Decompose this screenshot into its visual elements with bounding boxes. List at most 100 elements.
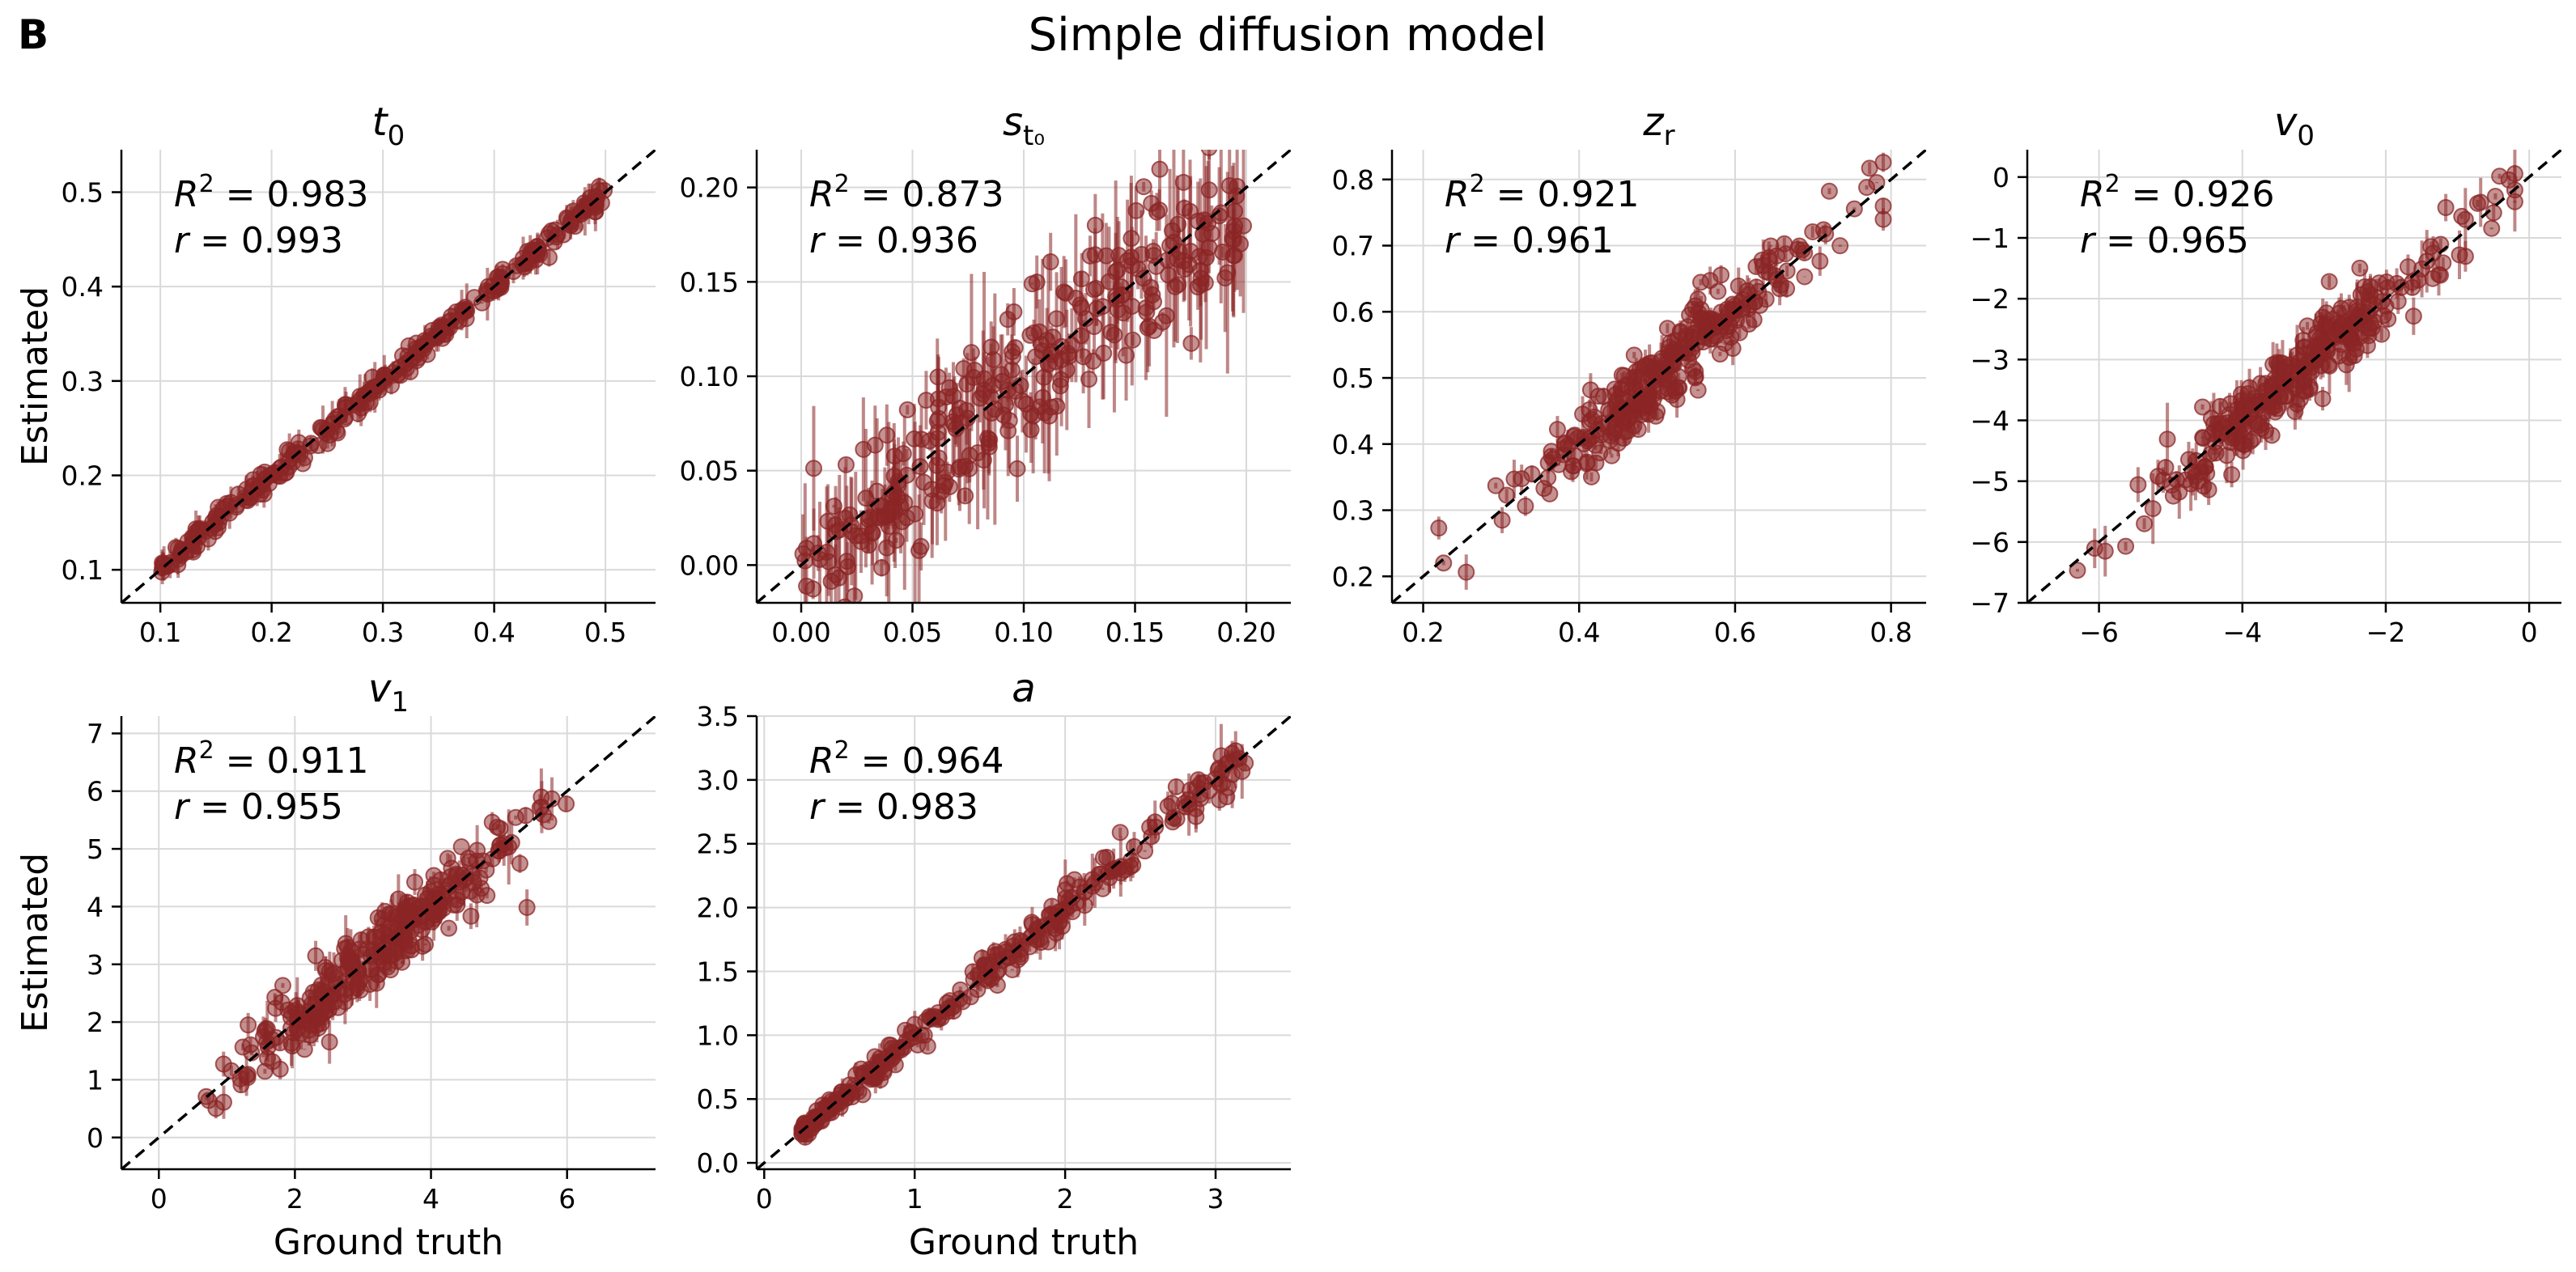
panel-title: st₀ — [1003, 100, 1045, 152]
y-tick-label: 0.2 — [1332, 561, 1374, 592]
y-tick-label: 0.10 — [680, 361, 739, 392]
x-tick-label: 0.2 — [250, 617, 292, 648]
data-point — [1678, 316, 1696, 337]
data-point — [1670, 379, 1687, 396]
panel-title-symbol: z — [1642, 100, 1665, 145]
y-axis-label: Estimated — [15, 286, 56, 466]
y-tick-label: 7 — [87, 718, 104, 749]
data-point — [866, 405, 884, 485]
panel-title-symbol: s — [1003, 100, 1023, 145]
data-point — [1712, 265, 1730, 285]
data-point — [981, 430, 999, 448]
x-tick-label: 0.20 — [1216, 617, 1275, 648]
data-point — [2432, 235, 2450, 253]
data-point — [336, 982, 354, 1006]
data-point — [1611, 385, 1628, 411]
x-tick-label: 0.05 — [883, 617, 942, 648]
y-tick-label: 2 — [87, 1007, 104, 1038]
data-point — [361, 960, 379, 978]
data-point — [2320, 273, 2338, 290]
data-point — [1498, 486, 1516, 504]
y-tick-label: 0.05 — [680, 456, 739, 487]
panel-title: zr — [1642, 100, 1674, 152]
data-point — [1691, 273, 1709, 291]
data-point — [1820, 182, 1838, 200]
data-point — [1619, 418, 1637, 443]
data-point — [312, 976, 330, 994]
y-tick-label: 0.5 — [697, 1083, 739, 1115]
y-tick-label: 3.5 — [697, 701, 739, 732]
y-tick-label: 6 — [87, 776, 104, 808]
x-tick-label: −2 — [2366, 617, 2406, 648]
data-point — [2374, 307, 2392, 324]
data-point — [442, 307, 460, 334]
x-tick-label: 0.3 — [362, 617, 404, 648]
data-point — [1487, 477, 1504, 494]
x-tick-label: 0.00 — [771, 617, 830, 648]
x-tick-label: 0.5 — [584, 617, 626, 648]
data-point — [234, 1038, 252, 1056]
data-point — [267, 994, 285, 1022]
data-point — [1145, 247, 1163, 265]
data-point — [307, 940, 325, 971]
data-point — [1216, 223, 1234, 333]
r-annotation: r = 0.961 — [1445, 220, 1614, 261]
scatter-panel-2: 0.00 0.05 0.10 0.15 0.20 0.00 0.05 0.10 0.15 0.20… — [680, 100, 1291, 648]
data-point — [1094, 849, 1112, 867]
data-point — [1757, 290, 1775, 308]
data-point — [369, 909, 387, 926]
data-point — [2456, 240, 2474, 272]
data-point — [2086, 528, 2103, 569]
x-tick-label: 0 — [756, 1183, 773, 1215]
data-point — [825, 498, 842, 515]
data-point — [1084, 349, 1102, 374]
data-point — [256, 1062, 274, 1080]
y-tick-label: −2 — [1970, 283, 2009, 315]
data-point — [2483, 219, 2501, 237]
r-annotation: r = 0.993 — [174, 220, 343, 261]
data-point — [923, 457, 941, 545]
data-point — [440, 919, 458, 937]
identity-line — [2027, 150, 2561, 603]
y-tick-label: −1 — [1970, 223, 2009, 254]
data-point — [1226, 217, 1244, 235]
data-point — [1175, 199, 1193, 218]
data-point — [200, 1092, 218, 1109]
panel-title-symbol: v — [2274, 100, 2298, 145]
data-point — [1658, 320, 1676, 337]
data-point — [240, 1012, 257, 1037]
x-tick-label: 0.6 — [1714, 617, 1756, 648]
data-point — [1135, 178, 1152, 196]
data-point — [257, 469, 274, 487]
data-point — [1760, 241, 1778, 274]
r-squared-annotation: R2 = 0.964 — [809, 736, 1004, 782]
r-squared-annotation: R2 = 0.911 — [174, 736, 368, 782]
data-point — [1435, 554, 1453, 572]
data-point — [2404, 297, 2422, 335]
y-tick-label: 4 — [87, 891, 104, 922]
data-point — [1734, 299, 1752, 317]
data-point — [1114, 286, 1131, 303]
scatter-panel-6: 0 1 2 3 0.0 0.5 1.0 1.5 2.0 2.5 3.0 3.5 aR2 = 0.964 r… — [697, 666, 1291, 1263]
data-point — [425, 867, 443, 884]
data-point — [511, 854, 528, 873]
y-tick-label: 3.0 — [697, 765, 739, 796]
data-point — [1160, 263, 1178, 287]
data-point — [833, 1083, 851, 1101]
data-point — [1233, 744, 1251, 799]
data-point — [1058, 309, 1076, 430]
data-point — [534, 806, 552, 824]
y-tick-label: 0.5 — [1332, 363, 1374, 394]
y-tick-label: −3 — [1970, 344, 2009, 375]
data-point — [2506, 193, 2523, 210]
data-point — [2223, 461, 2241, 488]
data-point — [1517, 496, 1534, 516]
x-tick-label: 0.8 — [1869, 617, 1912, 648]
y-tick-label: −6 — [1970, 527, 2009, 558]
data-point — [320, 1020, 338, 1064]
data-point — [417, 935, 435, 953]
data-point — [402, 937, 420, 955]
data-point — [961, 988, 979, 1006]
y-tick-label: 1 — [87, 1064, 104, 1096]
panel-title: a — [1012, 666, 1035, 711]
